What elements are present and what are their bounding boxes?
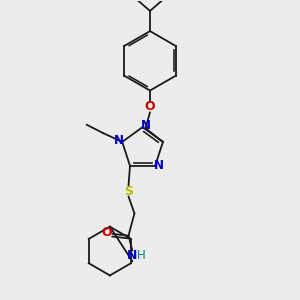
Text: O: O bbox=[145, 100, 155, 113]
Text: O: O bbox=[102, 226, 112, 239]
Text: S: S bbox=[124, 184, 133, 198]
Text: N: N bbox=[141, 119, 151, 132]
Text: N: N bbox=[114, 134, 124, 147]
Text: N: N bbox=[154, 159, 164, 172]
Text: N: N bbox=[127, 249, 138, 262]
Text: H: H bbox=[137, 249, 146, 262]
